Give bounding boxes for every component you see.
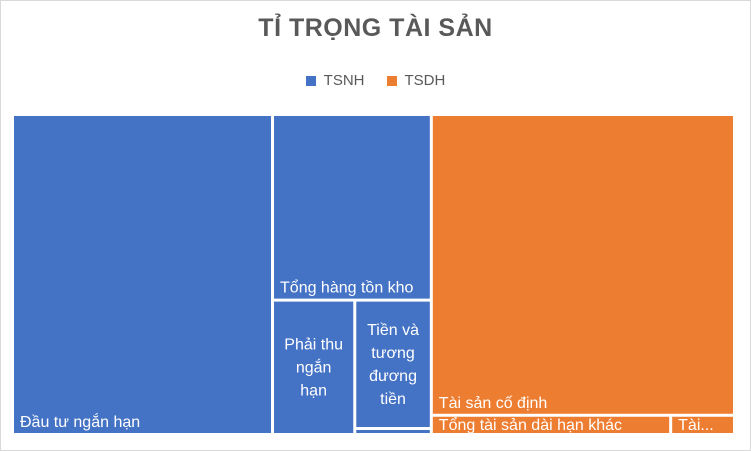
treemap-tile-tsnh-4 <box>356 429 430 433</box>
treemap-tile-tsnh-0 <box>14 116 272 433</box>
treemap-label--u-t-ng-n-h-n: Đầu tư ngắn hạn <box>20 412 140 431</box>
treemap-label-t-ng-t-i-s-n-d-i-h-n-kh-c: Tổng tài sản dài hạn khác <box>439 416 622 434</box>
treemap-label-ph-i-thu-ng-n-h-n: Phải thu ngắn hạn <box>284 336 343 399</box>
treemap-tile-tsdh-1 <box>432 416 670 433</box>
treemap-label-ti-n-v-t-ng-ng-ti-n: Tiền và tương đương tiền <box>367 322 419 408</box>
legend-item-tsnh: TSNH <box>305 72 365 89</box>
treemap-label-t-i-s-n-c-nh: Tài sản cố định <box>439 395 548 412</box>
legend-label-tsdh: TSDH <box>404 72 446 89</box>
legend-item-tsdh: TSDH <box>386 72 446 89</box>
treemap-label-t-i-: Tài... <box>678 417 714 434</box>
legend-swatch-tsdh <box>386 75 397 86</box>
treemap-tile-tsnh-3 <box>356 301 430 427</box>
treemap-tile-tsdh-0 <box>432 116 733 414</box>
legend-label-tsnh: TSNH <box>323 72 365 89</box>
treemap-label-t-ng-h-ng-t-n-kho: Tổng hàng tồn kho <box>280 279 414 297</box>
treemap-tile-tsdh-2 <box>672 416 733 433</box>
chart-title: TỈ TRỌNG TÀI SẢN <box>258 14 493 42</box>
treemap-tile-tsnh-2 <box>274 301 354 433</box>
legend-swatch-tsnh <box>305 75 316 86</box>
chart-legend: TSNH TSDH <box>0 72 751 89</box>
treemap-tile-tsnh-1 <box>274 116 430 299</box>
